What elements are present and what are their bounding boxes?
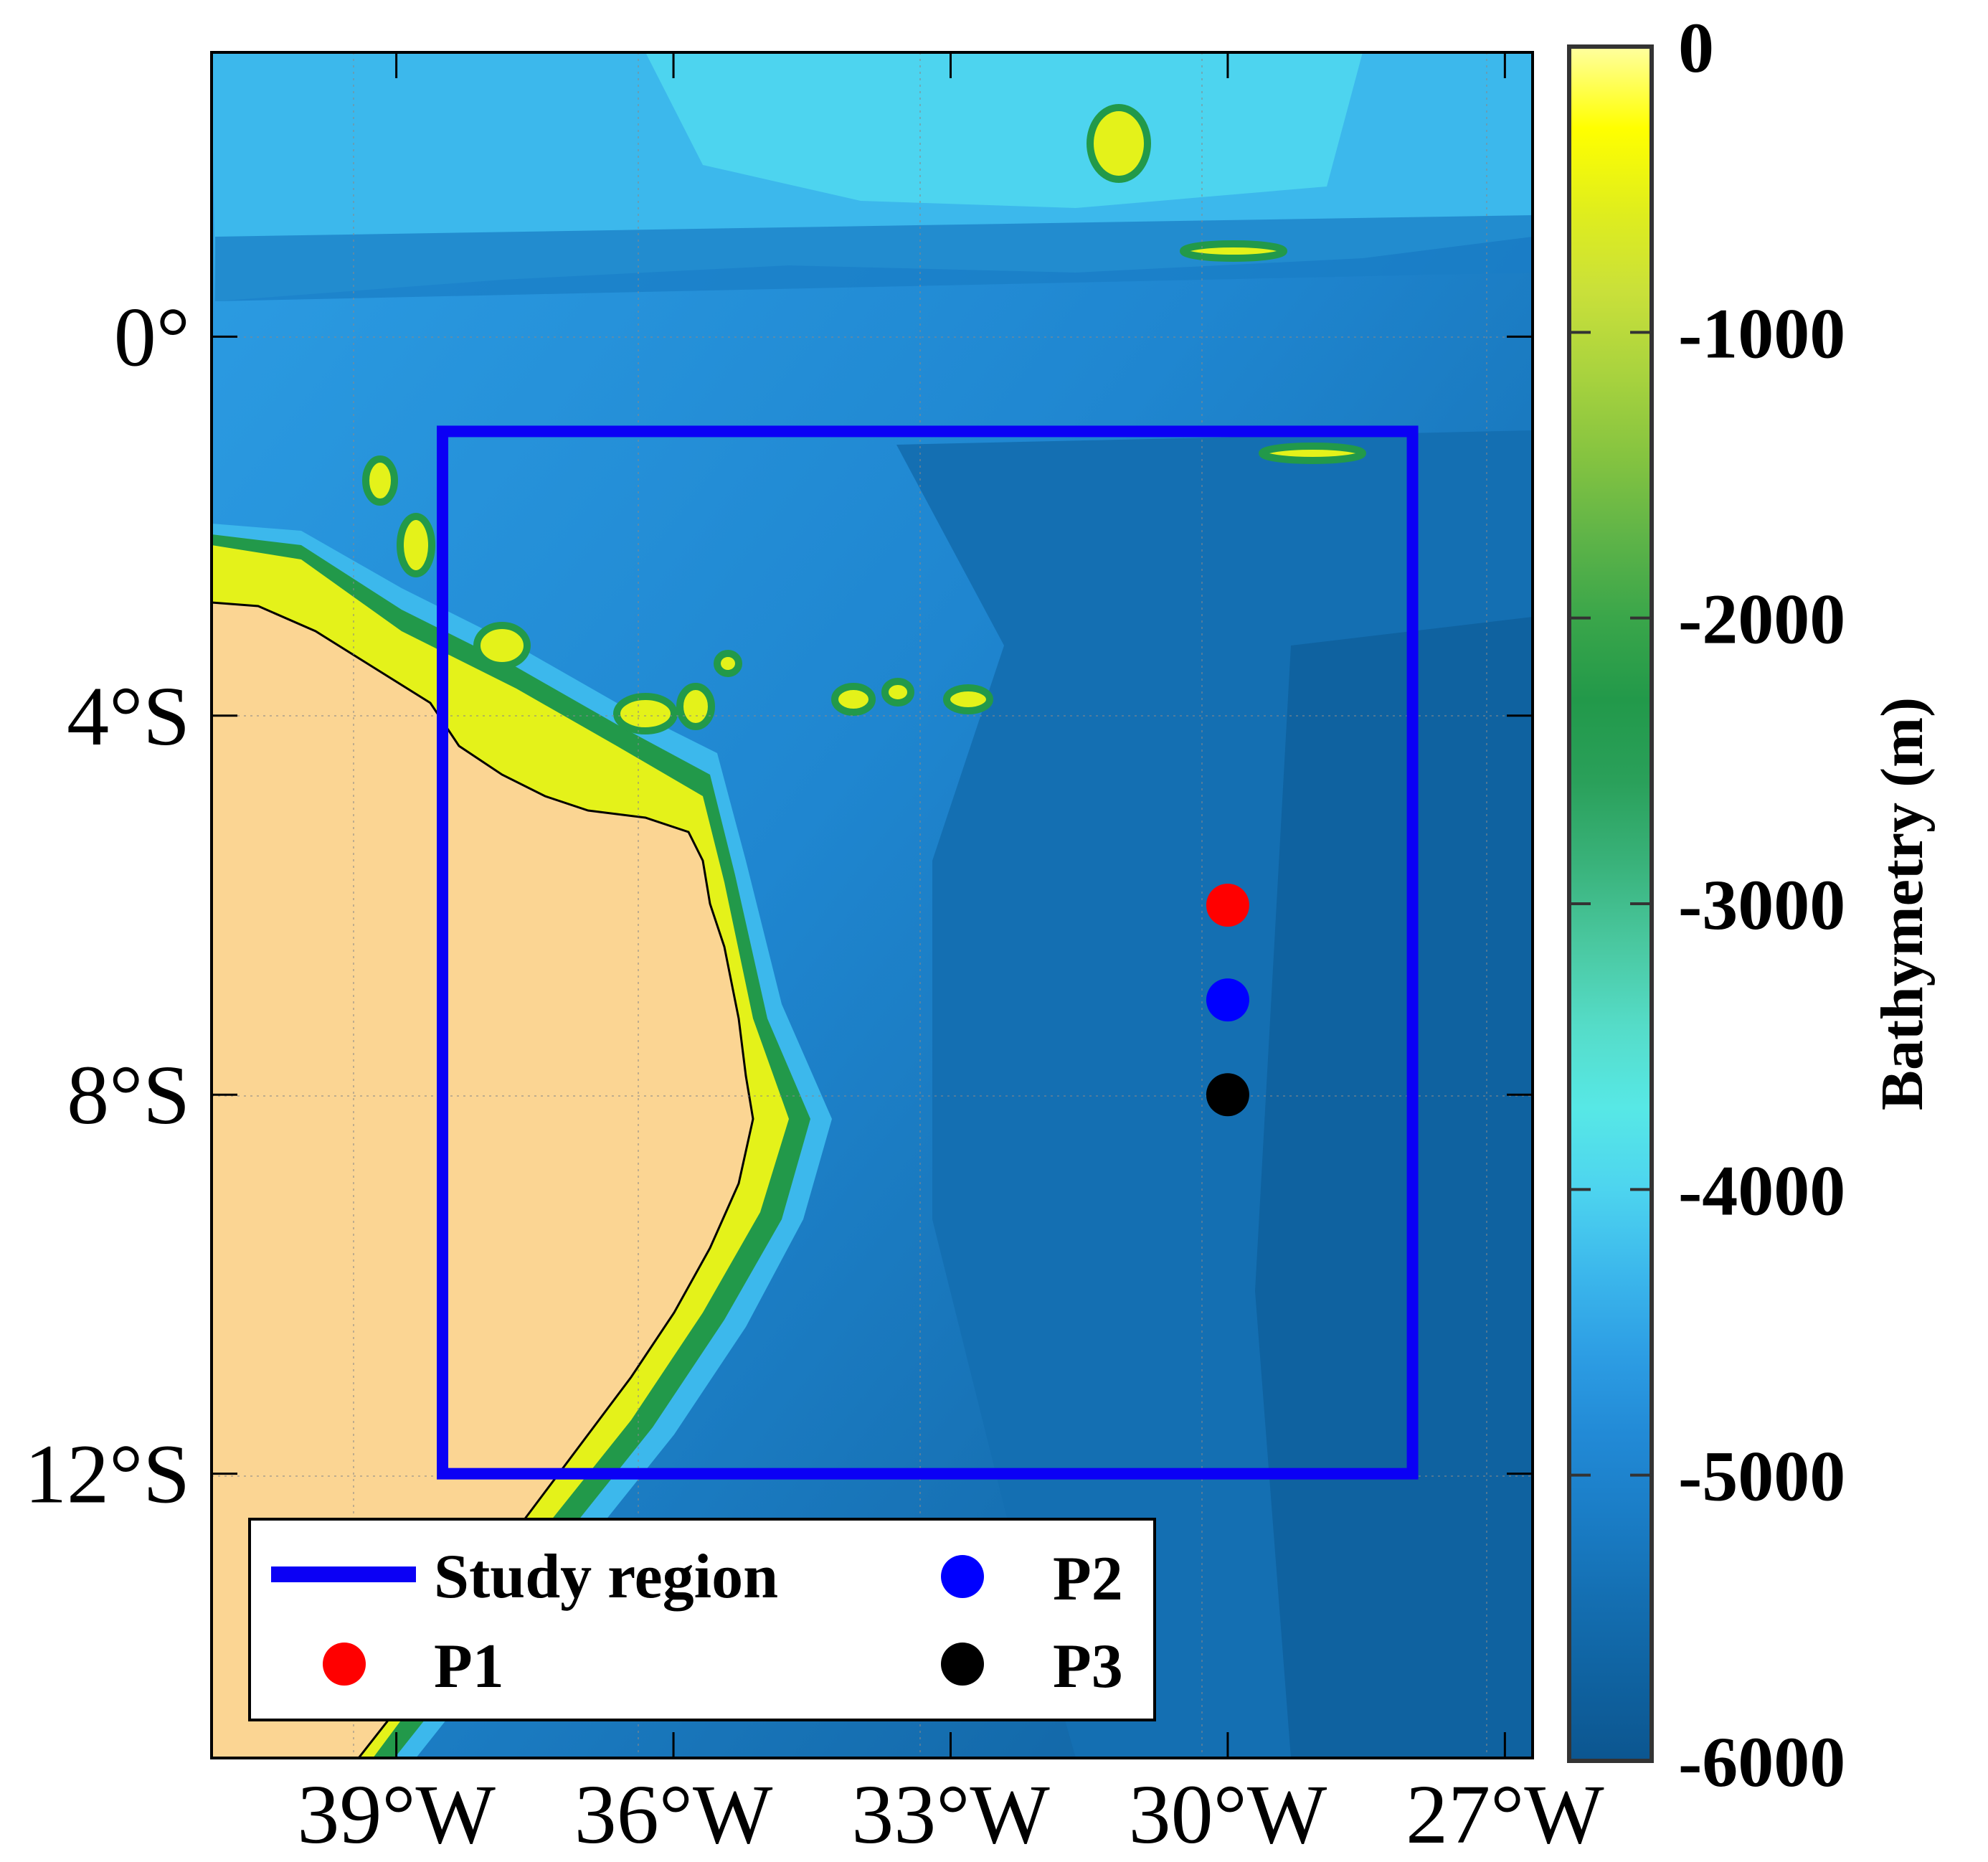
x-tick-label: 39°W: [297, 1767, 496, 1861]
point-p1: [1206, 884, 1249, 927]
colorbar-tick-label: 0: [1678, 8, 1714, 88]
colorbar-title: Bathymetry (m): [1869, 697, 1936, 1110]
equatorial-trough: [215, 215, 1533, 301]
colorbar-ticks: 0 -1000 -2000 -3000 -4000 -5000 -6000: [1569, 8, 1845, 1802]
legend-study-region-label: Study region: [434, 1542, 778, 1612]
legend-p1-marker: [323, 1643, 366, 1686]
colorbar: 0 -1000 -2000 -3000 -4000 -5000 -6000 Bathymet…: [1567, 8, 1936, 1802]
colorbar-tick-label: -5000: [1678, 1437, 1845, 1516]
map-overlay: [437, 425, 1419, 1480]
legend-p1-label: P1: [434, 1632, 504, 1701]
x-tick-label: 36°W: [574, 1767, 773, 1861]
legend: Study region P1 P2 P3: [248, 1518, 1156, 1721]
x-axis-ticks: 39°W 36°W 33°W 30°W 27°W: [297, 52, 1604, 1861]
y-tick-label: 0°: [114, 290, 190, 384]
colorbar-tick-label: -2000: [1678, 580, 1845, 659]
sample-points: [1206, 884, 1249, 1117]
colorbar-tick-label: -6000: [1678, 1722, 1845, 1802]
x-tick-label: 30°W: [1129, 1767, 1327, 1861]
point-p3: [1206, 1073, 1249, 1117]
x-tick-label: 27°W: [1406, 1767, 1604, 1861]
northern-ridge: [645, 52, 1363, 208]
legend-p2-label: P2: [1053, 1544, 1123, 1614]
y-tick-label: 4°S: [67, 669, 190, 763]
y-axis-ticks: 0° 4°S 8°S 12°S: [24, 290, 1533, 1521]
legend-p3-label: P3: [1053, 1632, 1123, 1701]
y-tick-label: 12°S: [24, 1427, 190, 1521]
point-p2: [1206, 978, 1249, 1022]
colorbar-tick-label: -4000: [1678, 1150, 1845, 1230]
legend-box: [248, 1518, 1156, 1721]
legend-p2-marker: [941, 1555, 984, 1598]
seamount-chain: [362, 104, 1366, 734]
colorbar-tick-label: -1000: [1678, 293, 1845, 373]
map-area: [212, 52, 1533, 1758]
y-tick-label: 8°S: [67, 1048, 190, 1142]
deepest-basin: [1255, 617, 1533, 1758]
colorbar-tick-label: -3000: [1678, 865, 1845, 945]
legend-p3-marker: [941, 1643, 984, 1686]
map-border: [210, 51, 1534, 1759]
x-tick-label: 33°W: [851, 1767, 1050, 1861]
study-region-box: [437, 425, 1419, 1480]
